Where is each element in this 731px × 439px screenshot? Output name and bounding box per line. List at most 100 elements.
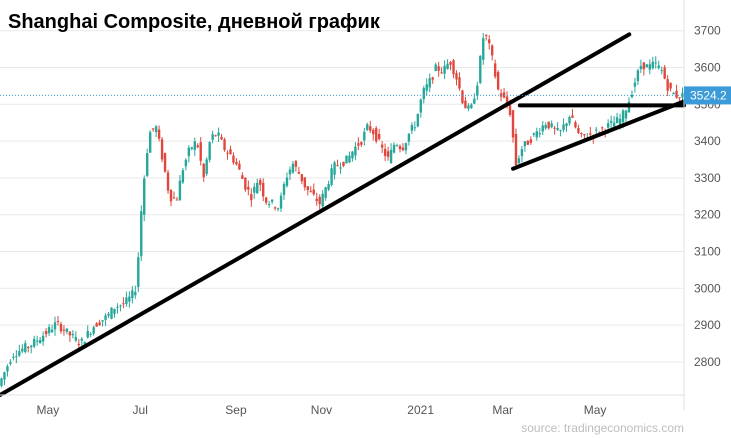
candle-body <box>496 71 500 90</box>
candle-body <box>134 292 137 296</box>
candle-body <box>645 64 649 68</box>
candle-body <box>488 39 491 44</box>
last-price-badge: 3524.2 <box>684 86 731 105</box>
candle-body <box>377 134 381 140</box>
candle-body <box>80 338 83 341</box>
candle-body <box>83 341 86 345</box>
candle-body <box>648 64 651 70</box>
y-tick-label: 2800 <box>694 355 721 369</box>
candle-body <box>122 303 125 305</box>
candle-body <box>618 118 622 126</box>
candle-body <box>464 100 467 109</box>
candle-body <box>137 257 140 287</box>
candle-body <box>354 146 357 156</box>
candle-body <box>107 313 110 316</box>
candle-body <box>15 356 18 358</box>
x-tick-label: Jul <box>133 403 148 417</box>
candle-body <box>550 123 553 128</box>
candle-body <box>74 337 78 341</box>
y-tick-label: 3600 <box>694 61 721 75</box>
candles <box>0 32 684 388</box>
candle-body <box>21 348 24 352</box>
x-tick-label: Sep <box>225 403 247 417</box>
candle-body <box>446 63 449 70</box>
x-tick-label: Nov <box>311 403 332 417</box>
candle-body <box>535 131 538 138</box>
candle-body <box>53 322 57 330</box>
candle-body <box>428 78 431 88</box>
candle-body <box>199 142 202 161</box>
candle-body <box>360 142 363 145</box>
candle-body <box>196 145 199 148</box>
candle-body <box>621 110 625 123</box>
candle-body <box>413 127 417 129</box>
candle-body <box>62 329 66 331</box>
candle-body <box>419 99 423 113</box>
candle-body <box>553 127 556 129</box>
candle-body <box>163 153 167 172</box>
candle-body <box>672 92 675 95</box>
candle-body <box>678 97 681 99</box>
candle-body <box>30 345 33 348</box>
candle-body <box>416 113 420 127</box>
candle-body <box>342 161 345 166</box>
candle-body <box>282 184 286 195</box>
candle-body <box>348 155 351 163</box>
candle-body <box>470 104 473 109</box>
candle-body <box>473 98 476 104</box>
candle-body <box>187 147 191 157</box>
candle-body <box>449 61 452 65</box>
candle-body <box>250 193 253 201</box>
candle-body <box>306 186 309 191</box>
candle-body <box>663 67 666 79</box>
candle-body <box>490 45 494 56</box>
trendline <box>511 99 686 171</box>
candle-body <box>261 182 265 197</box>
candle-body <box>443 65 446 74</box>
candle-body <box>143 178 146 215</box>
candle-body <box>244 177 247 190</box>
candle-body <box>267 204 271 206</box>
candle-body <box>398 146 402 150</box>
candle-body <box>583 134 586 136</box>
candle-body <box>434 64 437 71</box>
candle-body <box>101 320 104 322</box>
candle-body <box>190 147 194 149</box>
candle-body <box>508 105 512 115</box>
candle-body <box>654 62 657 64</box>
candle-body <box>77 343 81 346</box>
candle-body <box>669 82 672 89</box>
candle-body <box>166 172 170 191</box>
x-tick-label: May <box>37 403 60 417</box>
x-tick-label: May <box>584 403 607 417</box>
candle-body <box>624 110 628 119</box>
candle-body <box>205 159 208 174</box>
candle-body <box>425 84 428 91</box>
candle-body <box>363 131 366 141</box>
candle-body <box>476 85 479 96</box>
candle-body <box>312 189 315 195</box>
candle-body <box>18 351 21 356</box>
y-tick-label: 3400 <box>694 134 721 148</box>
candle-body <box>529 139 533 143</box>
y-tick-label: 3300 <box>694 171 721 185</box>
candle-body <box>505 96 509 106</box>
candle-body <box>345 155 348 164</box>
candle-body <box>422 88 425 100</box>
candle-body <box>660 70 663 72</box>
candle-body <box>440 72 443 74</box>
candle-body <box>235 161 238 165</box>
candle-body <box>330 168 333 185</box>
candle-body <box>38 339 42 344</box>
candle-body <box>169 189 173 202</box>
candle-body <box>71 333 75 336</box>
y-tick-label: 3700 <box>694 24 721 38</box>
candle-body <box>366 124 369 130</box>
candle-body <box>601 127 604 129</box>
candle-body <box>633 82 637 87</box>
candle-body <box>68 331 72 336</box>
candle-body <box>92 327 95 334</box>
candle-body <box>148 132 152 153</box>
candle-body <box>538 133 541 135</box>
